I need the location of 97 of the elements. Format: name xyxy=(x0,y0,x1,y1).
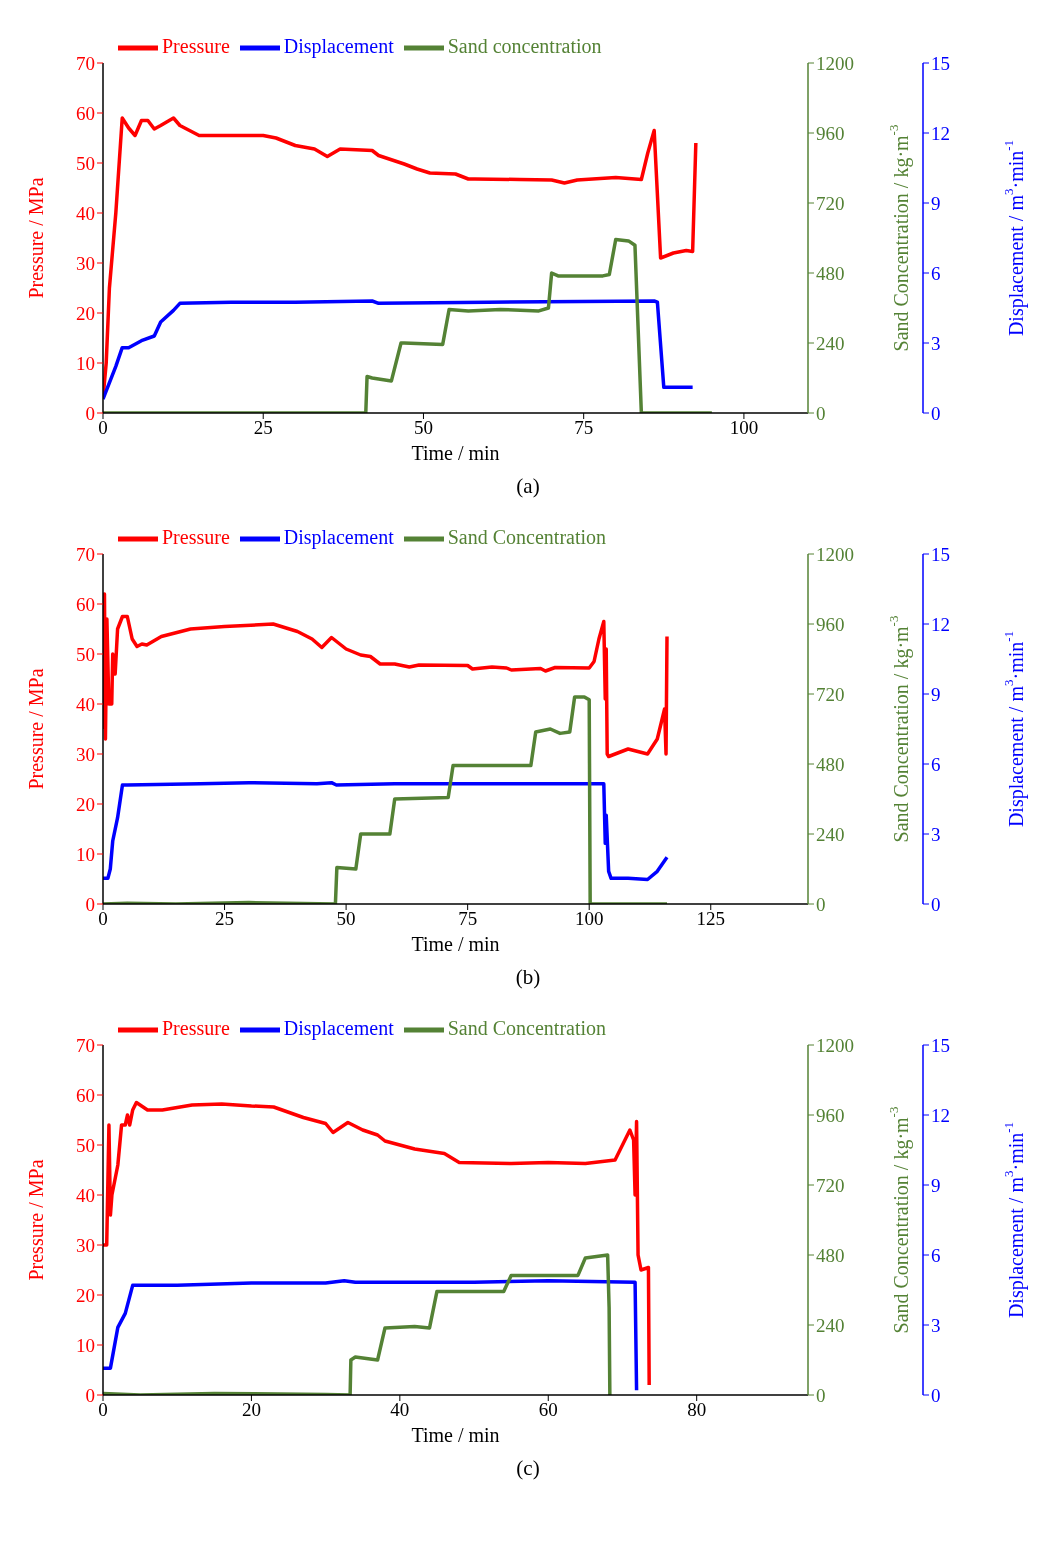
y2-tick-label: 720 xyxy=(816,683,845,705)
x-tick-label: 50 xyxy=(336,908,356,930)
line-series xyxy=(103,1278,639,1393)
y-tick-label: 60 xyxy=(76,102,95,124)
y-tick-label: 30 xyxy=(76,1234,95,1256)
x-tick-label: 50 xyxy=(413,417,433,439)
y2-tick-label: 1200 xyxy=(816,1034,854,1056)
y3-tick-label: 9 xyxy=(931,1174,941,1196)
y2-tick-label: 0 xyxy=(816,893,826,915)
x-tick-label: 75 xyxy=(458,908,478,930)
y-tick-label: 0 xyxy=(85,1384,95,1406)
x-tick-label: 25 xyxy=(215,908,235,930)
y-tick-label: 40 xyxy=(76,1184,95,1206)
y2-tick-label: 240 xyxy=(816,332,845,354)
y3-tick-label: 0 xyxy=(931,893,941,915)
y-tick-label: 70 xyxy=(76,1034,95,1056)
y-tick-label: 60 xyxy=(76,593,95,615)
x-tick-label: 60 xyxy=(538,1399,558,1421)
x-tick-label: 100 xyxy=(729,417,759,439)
y-tick-label: 60 xyxy=(76,1084,95,1106)
legend-label: Pressure xyxy=(162,34,230,57)
x-tick-label: 20 xyxy=(241,1399,261,1421)
legend-label: Sand concentration xyxy=(447,34,602,57)
y-axis-title: Pressure / MPa xyxy=(25,668,47,790)
y-tick-label: 0 xyxy=(85,893,95,915)
y3-tick-label: 3 xyxy=(931,823,941,845)
y2-tick-label: 1200 xyxy=(816,543,854,565)
y3-tick-label: 9 xyxy=(931,192,941,214)
legend-label: Sand Concentration xyxy=(447,1016,607,1039)
y3-tick-label: 9 xyxy=(931,683,941,705)
line-series xyxy=(103,299,695,401)
line-series xyxy=(103,695,669,904)
y-tick-label: 40 xyxy=(76,693,95,715)
y-axis-title: Pressure / MPa xyxy=(25,177,47,299)
y-axis-title: Pressure / MPa xyxy=(25,1159,47,1281)
y3-tick-label: 3 xyxy=(931,1314,941,1336)
y3-tick-label: 6 xyxy=(931,262,941,284)
y2-tick-label: 240 xyxy=(816,823,845,845)
y-tick-label: 10 xyxy=(76,352,95,374)
y3-tick-label: 6 xyxy=(931,1244,941,1266)
text: (a) xyxy=(515,474,541,499)
legend-label: Pressure xyxy=(162,525,230,548)
text: (c) xyxy=(515,1456,541,1481)
y-tick-label: 70 xyxy=(76,543,95,565)
y2-tick-label: 0 xyxy=(816,402,826,424)
y-tick-label: 40 xyxy=(76,202,95,224)
y3-tick-label: 0 xyxy=(931,402,941,424)
y-tick-label: 50 xyxy=(76,643,95,665)
y3-tick-label: 15 xyxy=(931,52,950,74)
line-series xyxy=(103,237,714,413)
y-tick-label: 0 xyxy=(85,402,95,424)
y-tick-label: 30 xyxy=(76,743,95,765)
y-tick-label: 10 xyxy=(76,1334,95,1356)
line-series xyxy=(103,1253,612,1395)
y2-tick-label: 480 xyxy=(816,262,845,284)
y3-tick-label: 3 xyxy=(931,332,941,354)
x-tick-label: 25 xyxy=(253,417,273,439)
y3-tick-label: 0 xyxy=(931,1384,941,1406)
y-tick-label: 50 xyxy=(76,152,95,174)
y3-tick-label: 12 xyxy=(931,613,950,635)
y2-tick-label: 480 xyxy=(816,753,845,775)
x-axis-title: Time / min xyxy=(411,442,500,464)
y-tick-label: 30 xyxy=(76,252,95,274)
y3-tick-label: 12 xyxy=(931,122,950,144)
y2-tick-label: 960 xyxy=(816,613,845,635)
y3-tick-label: 15 xyxy=(931,1034,950,1056)
x-tick-label: 80 xyxy=(687,1399,707,1421)
y-tick-label: 10 xyxy=(76,843,95,865)
y2-tick-label: 0 xyxy=(816,1384,826,1406)
text: (b) xyxy=(514,965,542,990)
y3-tick-label: 15 xyxy=(931,543,950,565)
legend-label: Displacement xyxy=(283,1016,394,1039)
x-tick-label: 75 xyxy=(574,417,594,439)
y-tick-label: 70 xyxy=(76,52,95,74)
y2-tick-label: 720 xyxy=(816,1174,845,1196)
y3-tick-label: 12 xyxy=(931,1104,950,1126)
x-tick-label: 40 xyxy=(390,1399,410,1421)
line-series xyxy=(103,780,669,882)
x-tick-label: 100 xyxy=(574,908,604,930)
legend-label: Displacement xyxy=(283,34,394,57)
y-tick-label: 20 xyxy=(76,1284,95,1306)
x-tick-label: 125 xyxy=(696,908,726,930)
y3-tick-label: 6 xyxy=(931,753,941,775)
y2-tick-label: 480 xyxy=(816,1244,845,1266)
legend-label: Sand Concentration xyxy=(447,525,607,548)
y2-tick-label: 240 xyxy=(816,1314,845,1336)
x-axis-title: Time / min xyxy=(411,1424,500,1446)
y2-tick-label: 960 xyxy=(816,1104,845,1126)
y2-tick-label: 960 xyxy=(816,122,845,144)
y-tick-label: 50 xyxy=(76,1134,95,1156)
y-tick-label: 20 xyxy=(76,302,95,324)
legend-label: Pressure xyxy=(162,1016,230,1039)
legend-label: Displacement xyxy=(283,525,394,548)
x-axis-title: Time / min xyxy=(411,933,500,955)
y2-tick-label: 720 xyxy=(816,192,845,214)
y-tick-label: 20 xyxy=(76,793,95,815)
y2-tick-label: 1200 xyxy=(816,52,854,74)
